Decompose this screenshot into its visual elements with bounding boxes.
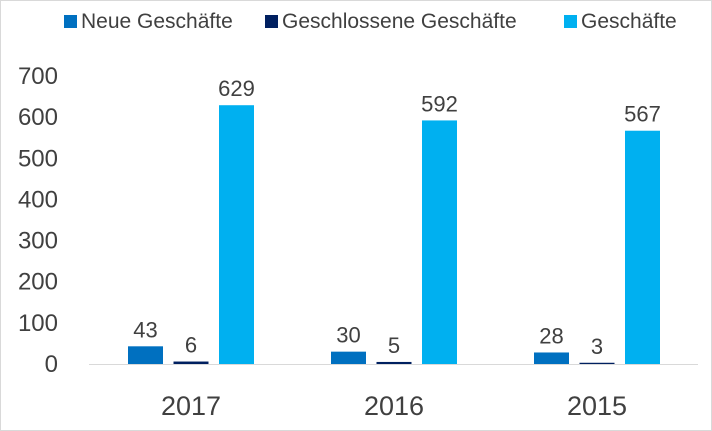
x-tick-label: 2015 — [567, 391, 627, 421]
bar-2-2016 — [376, 361, 412, 364]
bar-3-2016 — [422, 120, 457, 364]
legend: Neue Geschäfte Geschlossene Geschäfte Gesc… — [64, 10, 677, 33]
data-label-3-2016: 592 — [421, 91, 458, 116]
legend-label-2: Geschlossene Geschäfte — [282, 10, 517, 33]
bars — [128, 105, 660, 364]
y-tick-label: 0 — [45, 351, 58, 378]
data-label-1-2017: 43 — [133, 317, 157, 342]
data-label-1-2016: 30 — [336, 323, 360, 348]
y-tick-label: 100 — [18, 310, 58, 337]
bar-3-2017 — [219, 105, 254, 364]
y-axis: 0 100 200 300 400 500 600 700 — [18, 63, 58, 378]
bar-1-2015 — [534, 352, 569, 364]
x-tick-label: 2017 — [161, 391, 221, 421]
bar-3-2015 — [625, 130, 660, 364]
y-tick-label: 200 — [18, 269, 58, 296]
y-tick-label: 700 — [18, 63, 58, 90]
x-axis: 2017 2016 2015 — [89, 364, 698, 421]
data-label-1-2015: 28 — [539, 323, 563, 348]
data-labels: 43 6 629 30 5 592 28 3 567 — [133, 76, 661, 359]
bar-1-2016 — [331, 351, 366, 364]
data-label-2-2017: 6 — [185, 333, 197, 358]
y-tick-label: 600 — [18, 104, 58, 131]
bar-2-2015 — [579, 362, 615, 364]
data-label-3-2017: 629 — [218, 76, 255, 101]
y-tick-label: 400 — [18, 186, 58, 213]
y-tick-label: 300 — [18, 228, 58, 255]
bar-2-2017 — [173, 361, 209, 364]
data-label-2-2015: 3 — [591, 334, 603, 359]
legend-label-3: Geschäfte — [581, 10, 677, 33]
y-tick-label: 500 — [18, 145, 58, 172]
data-label-3-2015: 567 — [624, 102, 661, 127]
legend-swatch-3 — [564, 15, 577, 28]
bar-1-2017 — [128, 346, 163, 364]
legend-label-1: Neue Geschäfte — [81, 10, 233, 33]
data-label-2-2016: 5 — [388, 333, 400, 358]
legend-swatch-1 — [64, 15, 77, 28]
legend-swatch-2 — [265, 15, 278, 28]
x-tick-label: 2016 — [364, 391, 424, 421]
